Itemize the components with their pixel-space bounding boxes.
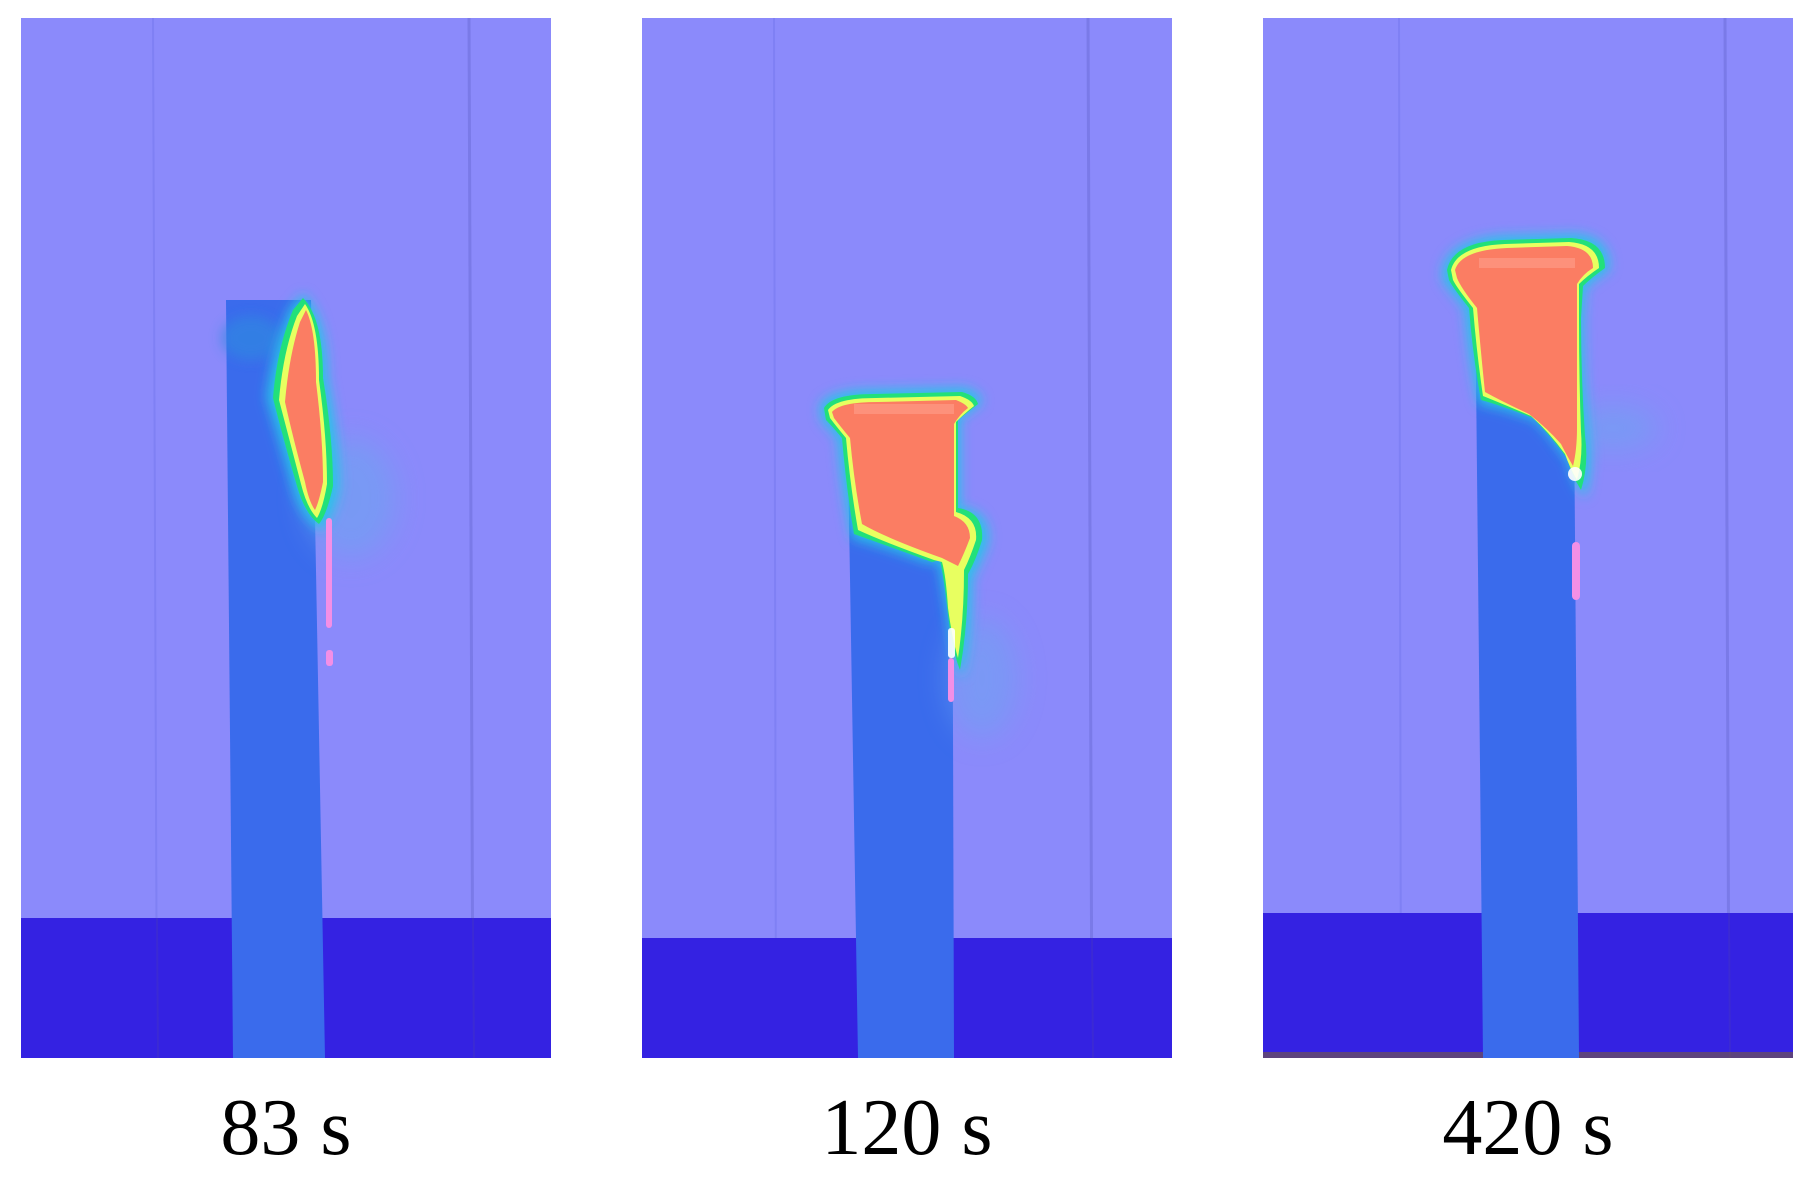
time-label: 420 s: [1442, 1084, 1614, 1172]
domain-guide-line: [152, 18, 158, 1058]
domain-guide-line: [156, 917, 159, 1058]
domain-guide-line: [1723, 18, 1731, 1058]
flame-core: [285, 310, 323, 510]
domain-guide-line: [467, 18, 475, 1058]
melt-trace: [948, 658, 954, 702]
domain-guide-line: [1086, 18, 1094, 1058]
vapor-plume: [221, 316, 281, 360]
melt-trace: [948, 628, 955, 658]
simulation-frame-120s: [642, 18, 1172, 1058]
melt-trace: [1572, 542, 1580, 600]
column-top-face: [854, 404, 954, 414]
simulation-frame-420s: [1263, 18, 1793, 1058]
flame-core: [1455, 246, 1593, 466]
time-label: 120 s: [821, 1084, 993, 1172]
melt-trace: [1568, 467, 1582, 481]
domain-guide-line: [1091, 937, 1094, 1058]
solid-column: [847, 398, 954, 1058]
vapor-plume: [1568, 406, 1658, 450]
time-label: 83 s: [220, 1084, 352, 1172]
simulation-frame-83s: [21, 18, 551, 1058]
flame-core: [832, 400, 970, 566]
melt-trace: [326, 650, 333, 666]
domain-guide-line: [773, 18, 777, 1058]
melt-trace: [326, 518, 332, 628]
domain-guide-line: [1398, 18, 1402, 1058]
solid-column: [1475, 276, 1579, 1058]
domain-guide-line: [1728, 912, 1731, 1058]
column-top-face: [1479, 258, 1575, 268]
domain-guide-line: [472, 917, 475, 1058]
